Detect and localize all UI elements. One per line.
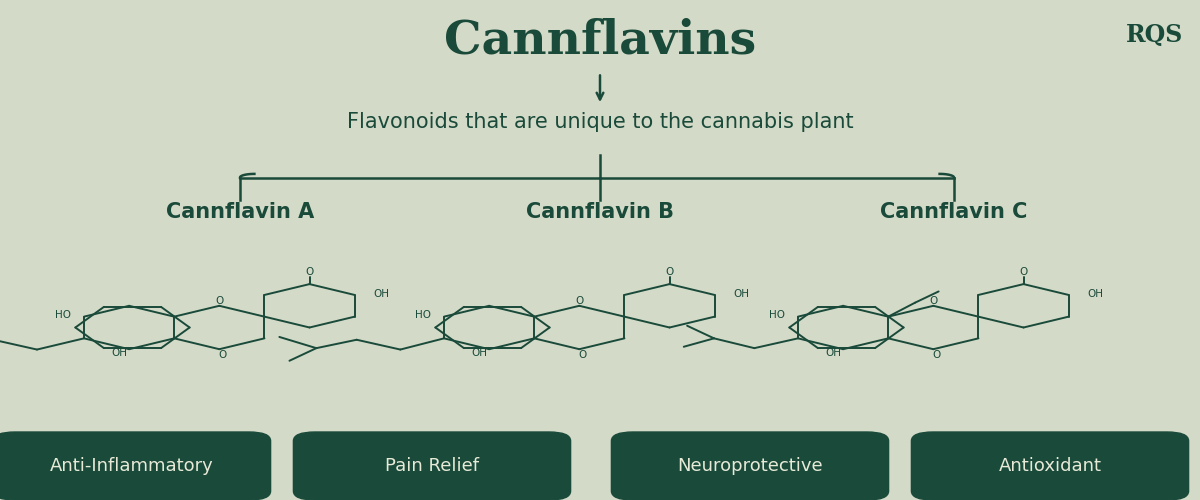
Text: Antioxidant: Antioxidant	[998, 457, 1102, 475]
Text: OH: OH	[1087, 288, 1103, 298]
Text: O: O	[218, 350, 227, 360]
Text: HO: HO	[54, 310, 71, 320]
FancyBboxPatch shape	[912, 432, 1188, 500]
Text: O: O	[929, 296, 937, 306]
Text: O: O	[932, 350, 941, 360]
Text: O: O	[306, 267, 313, 277]
Text: Cannflavin B: Cannflavin B	[526, 202, 674, 222]
Text: O: O	[215, 296, 223, 306]
Text: O: O	[578, 350, 587, 360]
Text: Anti-Inflammatory: Anti-Inflammatory	[50, 457, 214, 475]
Text: O: O	[666, 267, 673, 277]
FancyBboxPatch shape	[293, 432, 571, 500]
Text: Cannflavin C: Cannflavin C	[881, 202, 1027, 222]
Text: OH: OH	[472, 348, 487, 358]
Text: Flavonoids that are unique to the cannabis plant: Flavonoids that are unique to the cannab…	[347, 112, 853, 132]
Text: O: O	[575, 296, 583, 306]
FancyBboxPatch shape	[0, 432, 271, 500]
Text: OH: OH	[826, 348, 841, 358]
Text: HO: HO	[414, 310, 431, 320]
Text: OH: OH	[733, 288, 749, 298]
Text: Cannflavin A: Cannflavin A	[166, 202, 314, 222]
Text: Neuroprotective: Neuroprotective	[677, 457, 823, 475]
Text: HO: HO	[768, 310, 785, 320]
Text: OH: OH	[112, 348, 127, 358]
Text: Cannflavins: Cannflavins	[444, 18, 756, 64]
Text: O: O	[1020, 267, 1027, 277]
Text: RQS: RQS	[1126, 22, 1183, 46]
Text: OH: OH	[373, 288, 389, 298]
FancyBboxPatch shape	[612, 432, 888, 500]
Text: Pain Relief: Pain Relief	[385, 457, 479, 475]
